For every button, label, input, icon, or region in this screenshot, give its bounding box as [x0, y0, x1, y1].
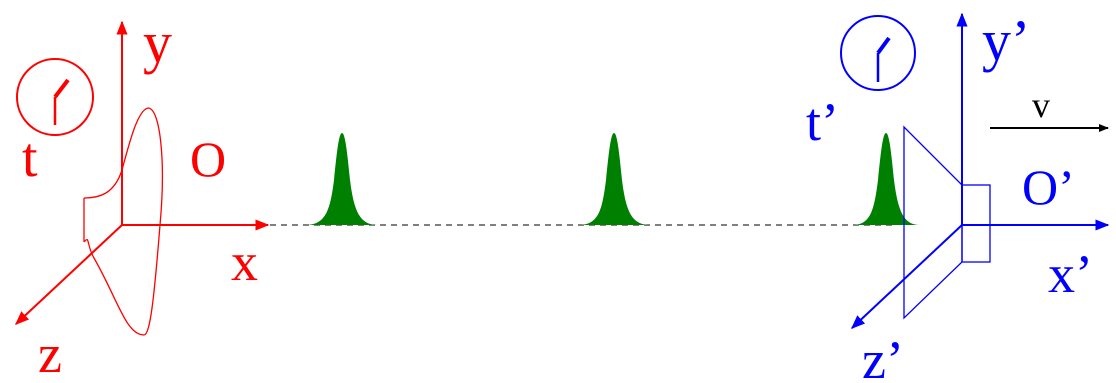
pulse-3 [852, 133, 920, 225]
small-box [961, 184, 991, 263]
z-prime-axis [850, 224, 963, 329]
plane-outline [903, 125, 963, 320]
frame-o-prime: y’ O’ x’ z’ t’ [806, 8, 1110, 383]
time-label: t [22, 127, 38, 189]
clock-icon [840, 15, 916, 91]
origin-label: O [190, 131, 226, 187]
origin-prime-label: O’ [1022, 159, 1075, 215]
pulses [305, 133, 920, 225]
frame-o: y O x z t [14, 10, 270, 383]
y-prime-axis-label: y’ [982, 8, 1030, 73]
velocity-label: v [1032, 85, 1050, 125]
z-axis [14, 224, 123, 325]
x-axis-label: x [231, 232, 258, 292]
z-axis-label: z [38, 324, 62, 383]
y-axis-label: y [143, 10, 172, 75]
pulse-2 [578, 133, 650, 225]
z-prime-axis-label: z’ [862, 330, 904, 383]
velocity-arrow: v [990, 85, 1109, 132]
wave-outline [83, 107, 163, 336]
clock-icon [16, 58, 94, 136]
x-prime-axis-label: x’ [1048, 244, 1093, 304]
time-prime-label: t’ [806, 92, 839, 152]
wave-outline-upper [83, 107, 149, 199]
pulse-1 [305, 133, 378, 225]
